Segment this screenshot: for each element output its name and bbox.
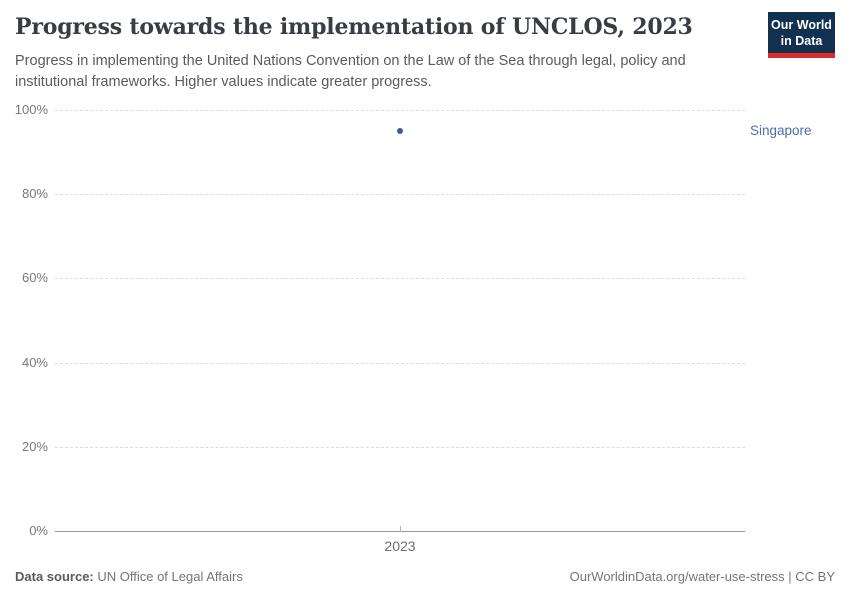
y-axis-tick-60: 60% bbox=[21, 270, 48, 285]
owid-logo-line1: Our World bbox=[771, 18, 832, 32]
data-point-singapore[interactable] bbox=[397, 128, 403, 134]
gridline-60 bbox=[55, 278, 745, 279]
page-title: Progress towards the implementation of U… bbox=[15, 14, 693, 40]
data-source-note: Data source: UN Office of Legal Affairs bbox=[15, 569, 243, 584]
x-axis-tick-mark bbox=[400, 526, 401, 532]
y-axis-tick-0: 0% bbox=[29, 523, 48, 538]
data-source-value: UN Office of Legal Affairs bbox=[93, 569, 243, 584]
owid-logo-line2: in Data bbox=[780, 34, 823, 48]
data-source-label: Data source: bbox=[15, 569, 94, 584]
gridline-80 bbox=[55, 194, 745, 195]
entity-label-singapore[interactable]: Singapore bbox=[750, 123, 812, 138]
x-axis-tick-label: 2023 bbox=[384, 538, 416, 554]
y-axis-tick-100: 100% bbox=[14, 102, 48, 117]
owid-logo: Our World in Data bbox=[768, 12, 835, 58]
y-axis-tick-80: 80% bbox=[21, 186, 48, 201]
y-axis-tick-40: 40% bbox=[21, 355, 48, 370]
credit-link[interactable]: OurWorldinData.org/water-use-stress | CC… bbox=[569, 569, 835, 584]
y-axis-tick-20: 20% bbox=[21, 439, 48, 454]
gridline-20 bbox=[55, 447, 745, 448]
gridline-100 bbox=[55, 110, 745, 111]
gridline-40 bbox=[55, 363, 745, 364]
chart-subtitle: Progress in implementing the United Nati… bbox=[15, 53, 686, 90]
